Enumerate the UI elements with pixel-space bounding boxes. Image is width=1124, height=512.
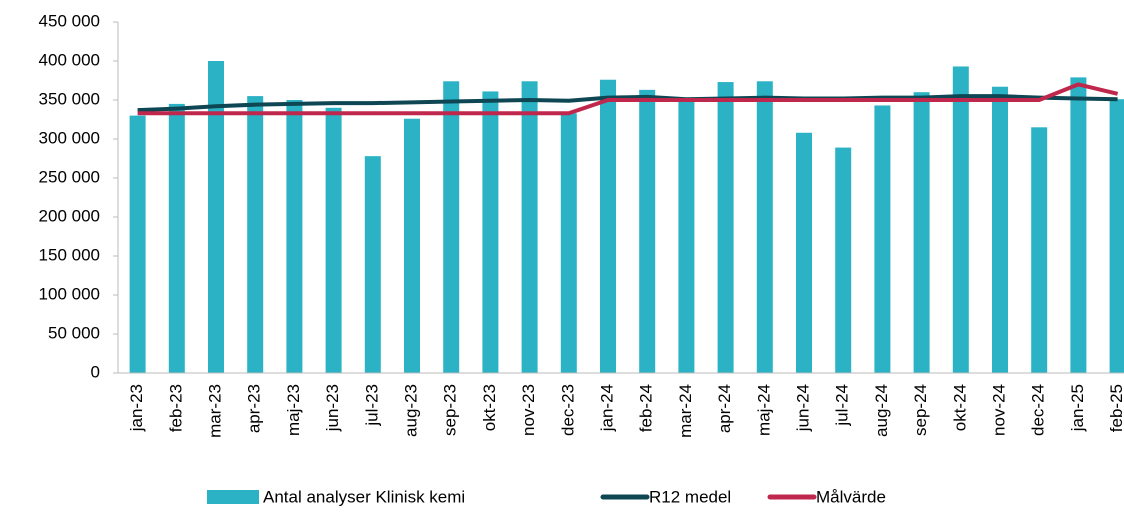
y-tick-label: 200 000 [39,206,100,225]
bar [286,100,303,373]
y-tick-label: 450 000 [39,11,100,30]
x-tick-label: jul-24 [833,384,852,427]
bar [639,89,656,374]
y-tick-label: 0 [91,362,100,381]
y-tick-label: 100 000 [39,284,100,303]
x-tick-label: jun-23 [323,384,342,432]
x-tick-label: jun-24 [793,384,812,432]
x-tick-label: mar-23 [205,384,224,438]
x-tick-label: dec-24 [1029,384,1048,436]
x-tick-label: maj-24 [754,384,773,436]
x-tick-label: mar-24 [676,384,695,438]
bar [874,105,891,374]
x-tick-label: jan-24 [597,384,616,432]
x-tick-label: apr-24 [715,384,734,433]
x-tick-label: aug-24 [872,384,891,437]
x-tick-label: feb-25 [1107,384,1124,432]
bar [404,118,420,373]
bar [443,81,460,373]
y-tick-label: 350 000 [39,89,100,108]
legend-swatch [207,490,259,504]
bar [129,115,146,373]
x-tick-label: sep-24 [911,384,930,436]
legend-label: Antal analyser Klinisk kemi [263,487,465,506]
y-tick-label: 50 000 [48,323,100,342]
x-tick-label: maj-23 [284,384,303,436]
x-tick-label: feb-23 [166,384,185,432]
bar [1031,127,1048,373]
bar [717,82,734,373]
y-tick-label: 150 000 [39,245,100,264]
bar [1070,77,1087,373]
bar [325,107,342,374]
x-tick-label: apr-23 [245,384,264,433]
x-tick-label: nov-23 [519,384,538,436]
bar [796,132,812,373]
y-tick-label: 250 000 [39,167,100,186]
bar [756,81,773,373]
bar [1109,99,1124,373]
x-tick-label: okt-23 [480,384,499,431]
line [137,94,1118,113]
bar [208,61,224,373]
bar [913,92,930,373]
x-tick-label: sep-23 [441,384,460,436]
bar [247,96,264,373]
bar [482,91,499,374]
x-tick-label: jan-25 [1068,384,1087,432]
bar [835,147,852,373]
x-tick-label: dec-23 [558,384,577,436]
bar [952,66,969,374]
legend-label: R12 medel [649,487,731,506]
x-tick-label: nov-24 [989,384,1008,436]
y-tick-label: 400 000 [39,50,100,69]
bar [992,86,1008,374]
x-tick-label: okt-24 [950,384,969,431]
x-tick-label: jul-23 [362,384,381,427]
bar [560,113,577,373]
bar [600,79,616,373]
bar [168,103,185,374]
legend-label: Målvärde [816,487,886,506]
line [137,82,1119,116]
bar [521,81,538,373]
x-tick-label: feb-24 [637,384,656,432]
bar [364,156,381,373]
y-tick-label: 300 000 [39,128,100,147]
x-tick-label: jan-23 [127,384,146,432]
bar [678,100,695,373]
x-tick-label: aug-23 [401,384,420,437]
